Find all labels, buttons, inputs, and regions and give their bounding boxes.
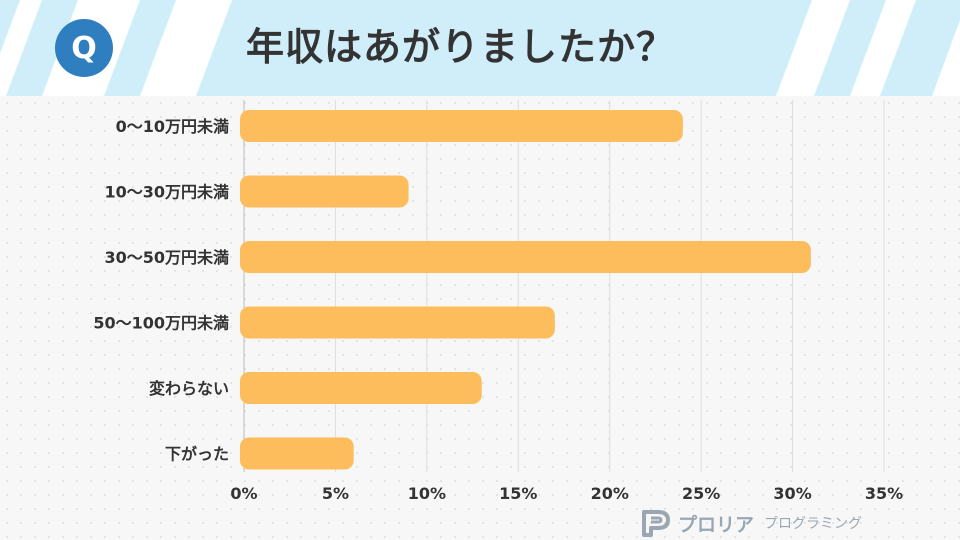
x-tick-label: 5% bbox=[322, 484, 349, 503]
x-tick-label: 10% bbox=[408, 484, 446, 503]
brand-logo: プロリア プログラミング bbox=[640, 508, 862, 538]
x-tick-label: 30% bbox=[773, 484, 811, 503]
x-tick-label: 25% bbox=[682, 484, 720, 503]
category-label: 0～10万円未満 bbox=[116, 117, 229, 136]
page-title: 年収はあがりましたか？ bbox=[246, 25, 676, 69]
bar bbox=[240, 241, 811, 273]
chart-area: 0% 5% 10% 15% 20% 25% 30% 35% 0～10万円未満 10～30万円未満 3… bbox=[0, 96, 960, 540]
bar bbox=[240, 110, 683, 142]
logo-subtitle: プログラミング bbox=[764, 516, 863, 532]
bar bbox=[240, 175, 409, 208]
bar bbox=[240, 306, 555, 339]
x-tick-label: 35% bbox=[865, 484, 903, 503]
question-badge-icon: Q bbox=[55, 19, 113, 77]
x-tick-label: 20% bbox=[591, 484, 629, 503]
logo-name: プロリア bbox=[678, 513, 755, 536]
bar bbox=[240, 372, 482, 404]
category-label: 50～100万円未満 bbox=[93, 314, 229, 333]
bar bbox=[240, 437, 354, 470]
category-label: 変わらない bbox=[149, 379, 229, 398]
x-tick-label: 15% bbox=[499, 484, 537, 503]
header-stripes bbox=[0, 0, 960, 96]
category-label: 10～30万円未満 bbox=[104, 183, 229, 202]
x-tick-label: 0% bbox=[230, 484, 257, 503]
header-banner: Q 年収はあがりましたか？ bbox=[0, 0, 960, 96]
bar-chart: 0% 5% 10% 15% 20% 25% 30% 35% 0～10万円未満 10～30万円未満 3… bbox=[93, 100, 903, 503]
category-label: 下がった bbox=[165, 445, 229, 464]
logo-mark-icon bbox=[642, 510, 670, 537]
category-label: 30～50万円未満 bbox=[104, 248, 229, 267]
